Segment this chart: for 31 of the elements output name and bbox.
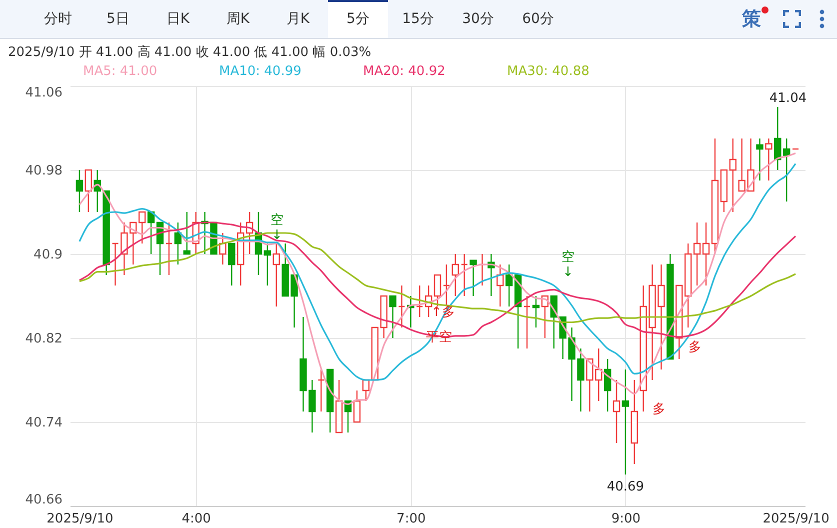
- text: MA20: 40.92: [363, 64, 446, 79]
- text: 月K: [285, 10, 311, 29]
- x-tick-label: 2025/9/10: [762, 512, 830, 526]
- text: 5日: [106, 10, 130, 29]
- y-tick-label: 41.06: [25, 86, 62, 100]
- text: 15分: [401, 10, 435, 29]
- annotation: 空 ↓: [560, 250, 576, 280]
- annotation: 多: [652, 402, 666, 417]
- text: 5分: [328, 0, 388, 38]
- x-tick-label: 9:00: [611, 512, 641, 526]
- text: 60分: [521, 10, 555, 29]
- x-tick-label: 2025/9/10: [46, 512, 114, 526]
- text: MA5: 41.00: [83, 64, 158, 79]
- text: 策: [742, 7, 761, 32]
- y-tick-label: 40.9: [34, 248, 62, 262]
- y-tick-label: 40.74: [25, 416, 62, 430]
- text: MA10: 40.99: [219, 64, 302, 79]
- annotation: 40.69: [606, 480, 644, 494]
- text: MA30: 40.88: [507, 64, 590, 79]
- annotation: 41.04: [768, 91, 808, 106]
- y-tick-label: 40.66: [25, 492, 62, 508]
- chart-subtitle: 2025/9/10 开 41.00 高 41.00 收 41.00 低 41.00 幅 0.03%: [8, 44, 372, 61]
- text: 日K: [165, 10, 191, 29]
- x-tick-label: 4:00: [182, 512, 211, 526]
- text: 周K: [225, 10, 251, 29]
- x-tick-label: 7:00: [396, 512, 426, 526]
- text: 30分: [461, 10, 495, 29]
- y-tick-label: 40.82: [25, 332, 62, 346]
- y-tick-label: 40.98: [25, 164, 62, 178]
- text: 分时: [43, 10, 73, 29]
- annotation: 多: [688, 340, 702, 355]
